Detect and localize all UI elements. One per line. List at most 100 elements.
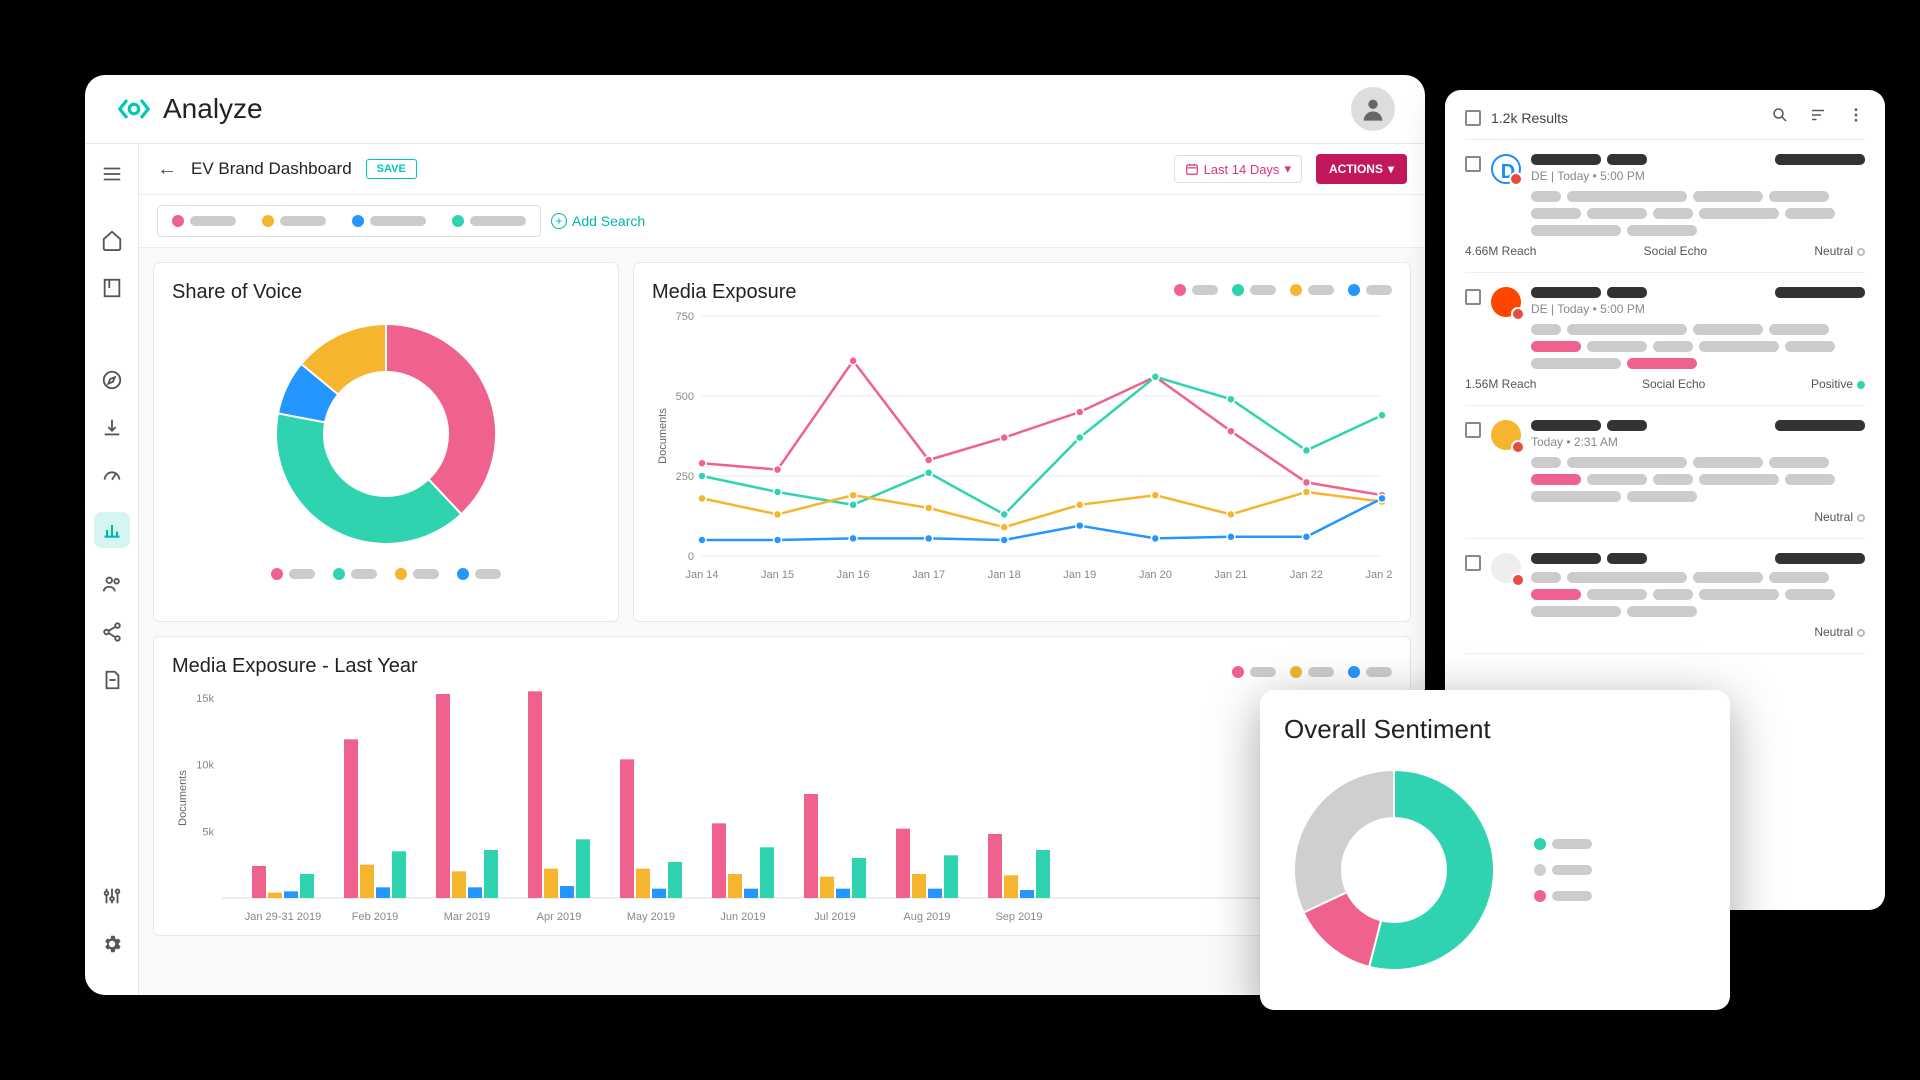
tag-placeholder [470, 216, 526, 226]
sliders-icon[interactable] [100, 884, 124, 908]
person-icon [1359, 95, 1387, 123]
media-exposure-year-barchart: 5k10k15kDocumentsJan 29-31 2019Feb 2019M… [172, 688, 1402, 928]
svg-text:10k: 10k [196, 760, 214, 772]
save-button[interactable]: SAVE [366, 159, 417, 179]
more-icon[interactable] [1847, 106, 1865, 129]
svg-text:Apr 2019: Apr 2019 [537, 911, 582, 923]
analytics-icon[interactable] [94, 512, 130, 548]
search-icon[interactable] [1771, 106, 1789, 129]
source-avatar [1491, 420, 1521, 450]
result-row[interactable]: DE | Today • 5:00 PM 1.56M ReachSocial E… [1465, 273, 1865, 406]
svg-text:15k: 15k [196, 693, 214, 705]
result-row[interactable]: Today • 2:31 AM Neutral [1465, 406, 1865, 539]
dashboard-toolbar: ← EV Brand Dashboard SAVE Last 14 Days ▾… [139, 144, 1425, 195]
row-checkbox[interactable] [1465, 555, 1481, 571]
sov-legend [271, 568, 501, 580]
sidebar [85, 144, 139, 994]
row-meta: DE | Today • 5:00 PM [1531, 302, 1865, 316]
row-content: Today • 2:31 AM [1531, 420, 1865, 502]
svg-text:May 2019: May 2019 [627, 911, 675, 923]
tag-placeholder [190, 216, 236, 226]
results-count: 1.2k Results [1491, 110, 1568, 126]
content-area: ← EV Brand Dashboard SAVE Last 14 Days ▾… [139, 144, 1425, 994]
svg-text:Jan 16: Jan 16 [837, 569, 870, 581]
gear-icon[interactable] [100, 932, 124, 956]
media-exposure-card: Media Exposure 0250500750DocumentsJan 14… [633, 262, 1411, 622]
app-name: Analyze [163, 93, 263, 125]
svg-text:Jan 22: Jan 22 [1290, 569, 1323, 581]
compass-icon[interactable] [100, 368, 124, 392]
svg-text:Jul 2019: Jul 2019 [814, 911, 856, 923]
document-icon[interactable] [100, 668, 124, 692]
row-footer: 4.66M ReachSocial EchoNeutral [1465, 236, 1865, 258]
legend-item [1290, 284, 1334, 296]
row-content [1531, 553, 1865, 617]
select-all-checkbox[interactable] [1465, 110, 1481, 126]
chevron-down-icon: ▾ [1388, 162, 1394, 176]
share-of-voice-donut [256, 314, 516, 554]
gauge-icon[interactable] [100, 464, 124, 488]
search-tag[interactable] [444, 212, 534, 230]
tag-dot [452, 215, 464, 227]
card-title: Media Exposure - Last Year [172, 655, 418, 678]
row-checkbox[interactable] [1465, 156, 1481, 172]
result-row[interactable]: Neutral [1465, 539, 1865, 654]
svg-text:0: 0 [688, 551, 694, 563]
svg-text:Jun 2019: Jun 2019 [720, 911, 765, 923]
legend-item [1232, 284, 1276, 296]
legend-item [457, 568, 501, 580]
svg-text:750: 750 [676, 311, 694, 323]
main-window: Analyze ← EV B [85, 75, 1425, 995]
actions-button[interactable]: ACTIONS ▾ [1316, 154, 1407, 184]
bookmark-icon[interactable] [100, 276, 124, 300]
row-checkbox[interactable] [1465, 422, 1481, 438]
tag-dot [172, 215, 184, 227]
search-tags-row: + Add Search [139, 195, 1425, 248]
svg-text:Jan 20: Jan 20 [1139, 569, 1172, 581]
share-of-voice-card: Share of Voice [153, 262, 619, 622]
svg-text:Feb 2019: Feb 2019 [352, 911, 398, 923]
svg-text:Jan 21: Jan 21 [1214, 569, 1247, 581]
source-avatar [1491, 287, 1521, 317]
dashboard-title: EV Brand Dashboard [191, 159, 352, 179]
svg-text:250: 250 [676, 471, 694, 483]
search-tag[interactable] [254, 212, 334, 230]
legend-item [395, 568, 439, 580]
eye-logo-icon [115, 95, 153, 123]
legend-item [1348, 284, 1392, 296]
source-avatar: D [1491, 154, 1521, 184]
row-checkbox[interactable] [1465, 289, 1481, 305]
svg-text:5k: 5k [202, 826, 214, 838]
date-range-selector[interactable]: Last 14 Days ▾ [1174, 155, 1302, 183]
legend-item [1534, 838, 1592, 850]
sort-icon[interactable] [1809, 106, 1827, 129]
search-tag[interactable] [164, 212, 244, 230]
result-row[interactable]: D DE | Today • 5:00 PM 4.66M ReachSocial… [1465, 140, 1865, 273]
app-header: Analyze [85, 75, 1425, 144]
main-body: ← EV Brand Dashboard SAVE Last 14 Days ▾… [85, 144, 1425, 994]
actions-label: ACTIONS [1329, 162, 1383, 176]
svg-text:Aug 2019: Aug 2019 [903, 911, 950, 923]
back-arrow-icon[interactable]: ← [157, 158, 177, 181]
svg-text:Jan 15: Jan 15 [761, 569, 794, 581]
chevron-down-icon: ▾ [1284, 161, 1291, 177]
svg-text:Documents: Documents [177, 770, 189, 826]
tag-dot [352, 215, 364, 227]
share-icon[interactable] [100, 620, 124, 644]
menu-icon[interactable] [100, 162, 124, 186]
row-footer: Neutral [1465, 617, 1865, 639]
svg-text:Documents: Documents [657, 408, 669, 464]
row-content: DE | Today • 5:00 PM [1531, 287, 1865, 369]
row-meta: DE | Today • 5:00 PM [1531, 169, 1865, 183]
legend-item [1534, 864, 1592, 876]
svg-text:Jan 14: Jan 14 [685, 569, 718, 581]
user-avatar[interactable] [1351, 87, 1395, 131]
home-icon[interactable] [100, 228, 124, 252]
search-tag[interactable] [344, 212, 434, 230]
tag-placeholder [370, 216, 426, 226]
download-icon[interactable] [100, 416, 124, 440]
add-search-button[interactable]: + Add Search [551, 213, 645, 229]
people-icon[interactable] [100, 572, 124, 596]
media-exposure-linechart: 0250500750DocumentsJan 14Jan 15Jan 16Jan… [652, 306, 1392, 586]
overall-sentiment-card: Overall Sentiment [1260, 690, 1730, 1010]
